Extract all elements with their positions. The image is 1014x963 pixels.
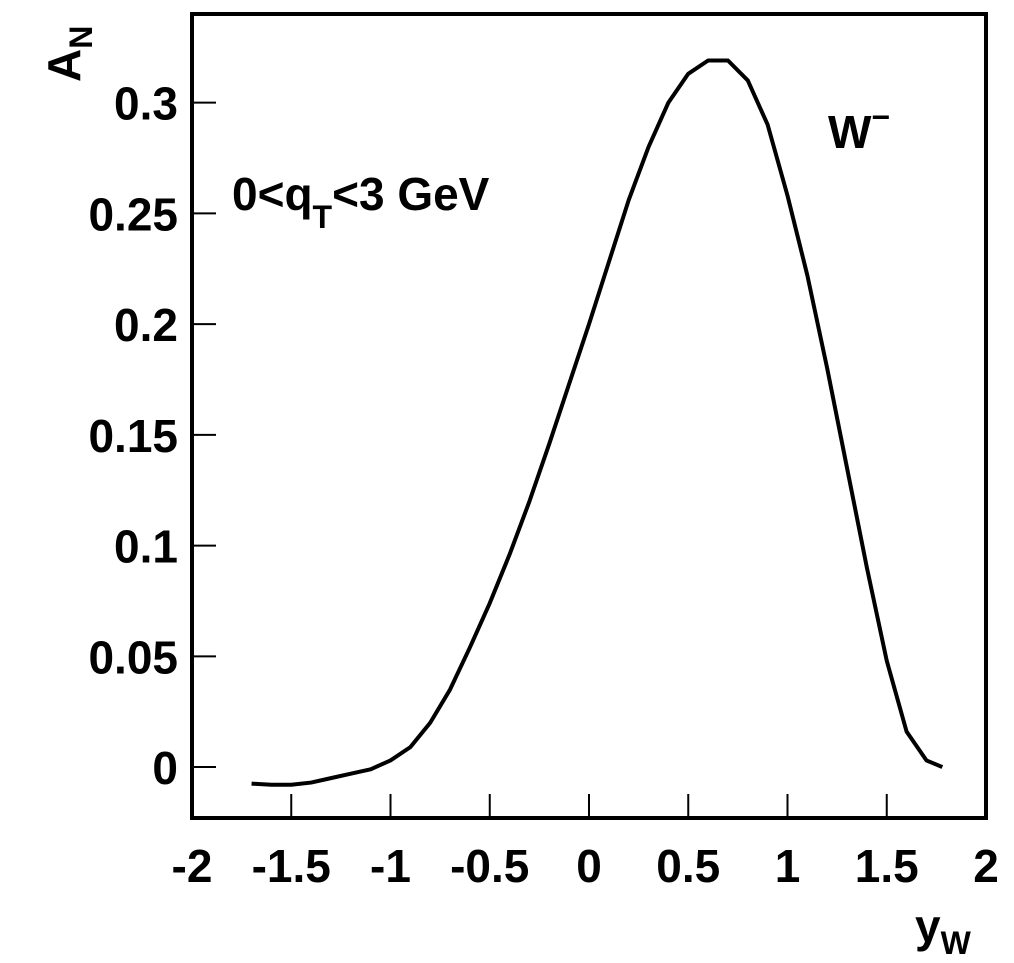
x-tick-label: 1.5 bbox=[855, 840, 919, 892]
x-tick-label: -2 bbox=[172, 840, 213, 892]
x-label-main: y bbox=[915, 900, 941, 952]
x-tick-label: -1.5 bbox=[252, 840, 331, 892]
x-tick-label: 0 bbox=[576, 840, 602, 892]
x-axis-label: yW bbox=[915, 900, 972, 961]
x-label-sub: W bbox=[941, 925, 972, 961]
x-tick-label: 2 bbox=[973, 840, 999, 892]
data-line bbox=[251, 58, 944, 787]
x-tick-label: -1 bbox=[370, 840, 411, 892]
annotation: W− bbox=[828, 99, 890, 158]
y-tick-label: 0 bbox=[152, 742, 178, 794]
y-tick-label: 0.05 bbox=[88, 631, 178, 683]
y-tick-label: 0.1 bbox=[114, 521, 178, 573]
y-tick-label: 0.3 bbox=[114, 78, 178, 130]
y-axis-label: AN bbox=[38, 26, 99, 82]
annotation-sub: T bbox=[313, 199, 333, 235]
y-tick-label: 0.25 bbox=[88, 188, 178, 240]
x-tick-label: 0.5 bbox=[656, 840, 720, 892]
annotation-text: <3 GeV bbox=[332, 168, 490, 220]
y-tick-label: 0.2 bbox=[114, 299, 178, 351]
annotation-text: W bbox=[828, 106, 872, 158]
annotation: 0<qT<3 GeV bbox=[232, 168, 490, 235]
y-label-main: A bbox=[38, 49, 90, 82]
annotation-text: 0<q bbox=[232, 168, 313, 220]
x-tick-label: -0.5 bbox=[450, 840, 529, 892]
y-label-sub: N bbox=[63, 26, 99, 49]
y-tick-label: 0.15 bbox=[88, 410, 178, 462]
annotation-sup: − bbox=[871, 99, 890, 135]
x-tick-label: 1 bbox=[775, 840, 801, 892]
